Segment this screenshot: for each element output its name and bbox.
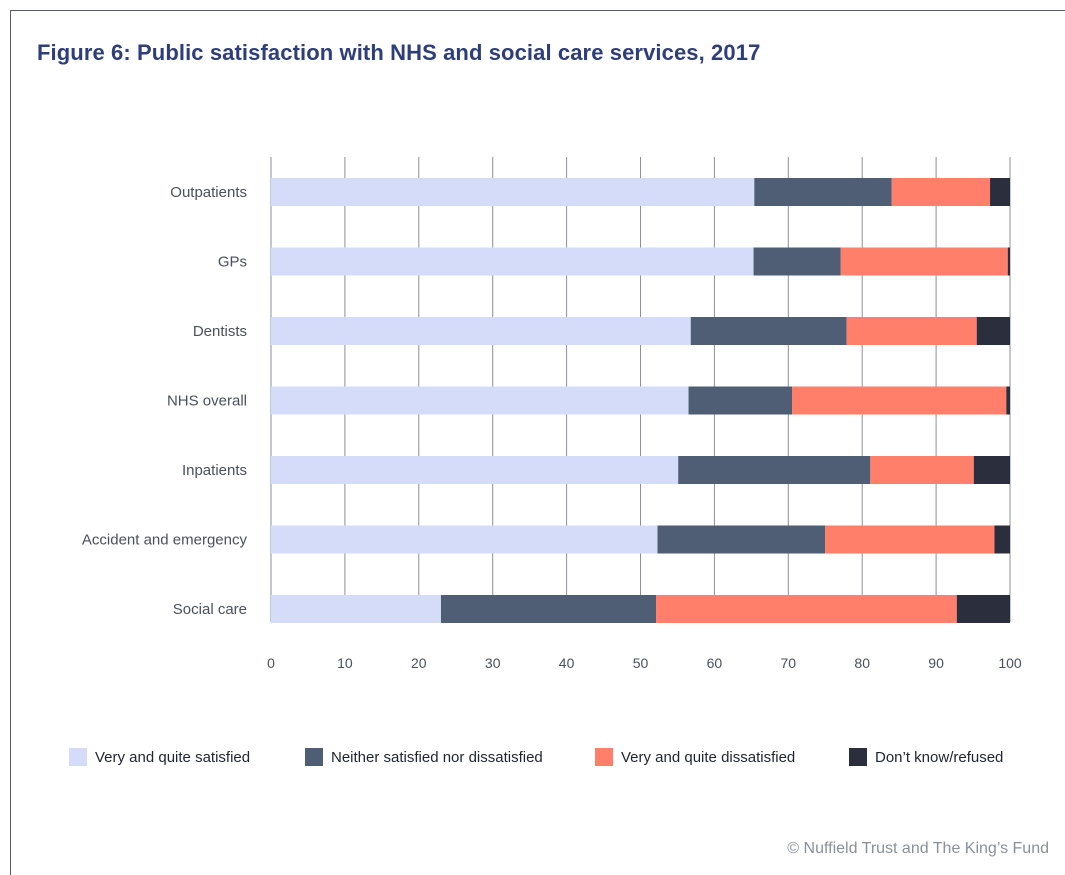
bar-gps-don-t-know-refused bbox=[1007, 247, 1010, 276]
bar-inpatients-neither-satisfied-nor-dissatisfied bbox=[678, 456, 871, 484]
bar-accident-and-emergency-very-and-quite-dissatisfied bbox=[825, 525, 995, 554]
x-tick-label-0: 0 bbox=[267, 655, 275, 671]
bar-outpatients-very-and-quite-dissatisfied bbox=[891, 178, 991, 206]
bar-nhs-overall-don-t-know-refused bbox=[1006, 386, 1010, 415]
category-label-inpatients: Inpatients bbox=[182, 462, 247, 479]
x-tick-label-30: 30 bbox=[485, 655, 501, 671]
category-label-accident-and-emergency: Accident and emergency bbox=[82, 532, 248, 549]
bar-dentists-very-and-quite-satisfied bbox=[271, 317, 691, 345]
legend-swatch-don-t-know-refused bbox=[849, 748, 867, 766]
bar-outpatients-neither-satisfied-nor-dissatisfied bbox=[754, 178, 892, 206]
x-tick-label-60: 60 bbox=[707, 655, 723, 671]
legend-label-neither-satisfied-nor-dissatisfied: Neither satisfied nor dissatisfied bbox=[331, 748, 543, 766]
bar-nhs-overall-very-and-quite-dissatisfied bbox=[791, 386, 1007, 415]
bar-dentists-very-and-quite-dissatisfied bbox=[846, 317, 977, 345]
category-label-nhs-overall: NHS overall bbox=[167, 393, 247, 410]
bar-gps-neither-satisfied-nor-dissatisfied bbox=[753, 247, 841, 276]
bar-outpatients-don-t-know-refused bbox=[990, 178, 1010, 206]
bar-outpatients-very-and-quite-satisfied bbox=[271, 178, 755, 206]
legend-swatch-very-and-quite-dissatisfied bbox=[595, 748, 613, 766]
bar-accident-and-emergency-don-t-know-refused bbox=[994, 525, 1010, 554]
bar-social-care-very-and-quite-dissatisfied bbox=[656, 595, 957, 623]
bar-gps-very-and-quite-satisfied bbox=[271, 247, 754, 276]
legend-item-neither-satisfied-nor-dissatisfied: Neither satisfied nor dissatisfied bbox=[305, 748, 543, 766]
legend-swatch-very-and-quite-satisfied bbox=[69, 748, 87, 766]
x-tick-label-40: 40 bbox=[559, 655, 575, 671]
category-label-gps: GPs bbox=[218, 254, 247, 271]
bar-social-care-neither-satisfied-nor-dissatisfied bbox=[440, 595, 657, 623]
bar-social-care-very-and-quite-satisfied bbox=[271, 595, 441, 623]
x-tick-label-80: 80 bbox=[854, 655, 870, 671]
bar-accident-and-emergency-neither-satisfied-nor-dissatisfied bbox=[657, 525, 826, 554]
category-label-outpatients: Outpatients bbox=[170, 184, 247, 201]
bar-dentists-don-t-know-refused bbox=[976, 317, 1010, 345]
bar-accident-and-emergency-very-and-quite-satisfied bbox=[271, 525, 658, 554]
bar-inpatients-very-and-quite-dissatisfied bbox=[870, 456, 974, 484]
category-label-social-care: Social care bbox=[173, 601, 247, 618]
page-title: Figure 6: Public satisfaction with NHS a… bbox=[37, 40, 761, 65]
bar-dentists-neither-satisfied-nor-dissatisfied bbox=[690, 317, 847, 345]
x-tick-label-20: 20 bbox=[411, 655, 427, 671]
bar-nhs-overall-neither-satisfied-nor-dissatisfied bbox=[688, 386, 792, 415]
figure-frame bbox=[10, 10, 1065, 875]
legend-item-very-and-quite-satisfied: Very and quite satisfied bbox=[69, 748, 250, 766]
bar-inpatients-don-t-know-refused bbox=[973, 456, 1010, 484]
legend-label-don-t-know-refused: Don’t know/refused bbox=[875, 748, 1004, 766]
x-tick-label-100: 100 bbox=[998, 655, 1022, 671]
legend-swatch-neither-satisfied-nor-dissatisfied bbox=[305, 748, 323, 766]
bar-gps-very-and-quite-dissatisfied bbox=[840, 247, 1008, 276]
legend-label-very-and-quite-dissatisfied: Very and quite dissatisfied bbox=[621, 748, 796, 766]
legend-label-very-and-quite-satisfied: Very and quite satisfied bbox=[95, 748, 251, 766]
x-tick-label-10: 10 bbox=[337, 655, 353, 671]
copyright-credit: © Nuffield Trust and The King’s Fund bbox=[787, 840, 1049, 857]
bar-inpatients-very-and-quite-satisfied bbox=[271, 456, 679, 484]
x-tick-label-90: 90 bbox=[928, 655, 944, 671]
x-tick-label-70: 70 bbox=[781, 655, 797, 671]
category-label-dentists: Dentists bbox=[193, 323, 247, 340]
stacked-bar-chart: 0 10 20 30 40 50 60 70 80 90 100 Outpatients GPs Dent… bbox=[82, 157, 1022, 671]
bar-nhs-overall-very-and-quite-satisfied bbox=[271, 386, 689, 415]
legend-item-very-and-quite-dissatisfied: Very and quite dissatisfied bbox=[595, 748, 795, 766]
bar-social-care-don-t-know-refused bbox=[956, 595, 1010, 623]
legend-item-don-t-know-refused: Don’t know/refused bbox=[849, 748, 1003, 766]
x-tick-label-50: 50 bbox=[633, 655, 649, 671]
